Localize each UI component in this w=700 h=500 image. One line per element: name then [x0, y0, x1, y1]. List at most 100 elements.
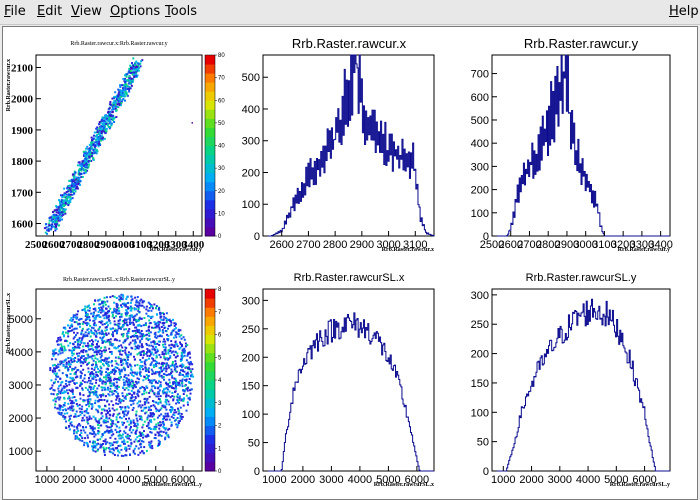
heatmap-cell-4	[113, 377, 116, 380]
menu-help-label: elp	[678, 4, 699, 19]
heatmap-cell-1	[86, 166, 89, 169]
heatmap-cell-1	[63, 199, 66, 202]
heatmap-cell-4	[155, 326, 158, 329]
root-canvas[interactable]: Rrb.Raster.rawcur.x:Rrb.Raster.rawcur.y 2…	[2, 26, 698, 500]
heatmap-cell-4	[65, 379, 68, 382]
heatmap-cell-4	[176, 393, 179, 396]
heatmap-cell-4	[119, 318, 122, 321]
heatmap-cell-4	[83, 410, 86, 413]
heatmap-cell-4	[73, 425, 76, 428]
heatmap-cell-1	[135, 72, 138, 75]
heatmap-cell-4	[155, 305, 158, 308]
heatmap-cell-4	[66, 367, 69, 370]
heatmap-cell-1	[66, 200, 69, 203]
heatmap-cell-1	[137, 63, 140, 66]
heatmap-cell-1	[97, 131, 100, 134]
heatmap-cell-4	[108, 409, 111, 412]
heatmap-cell-4	[172, 336, 175, 339]
y-tick-label-3-2: 200	[471, 185, 489, 197]
plot-frame-3	[491, 54, 671, 237]
heatmap-cell-4	[89, 424, 92, 427]
heatmap-cell-4	[158, 433, 161, 436]
heatmap-cell-4	[140, 317, 143, 320]
heatmap-cell-1	[80, 175, 83, 178]
heatmap-cell-4	[88, 340, 91, 343]
heatmap-cell-4	[151, 305, 154, 308]
heatmap-cell-4	[63, 401, 66, 404]
heatmap-cell-4	[101, 336, 104, 339]
heatmap-cell-4	[125, 347, 128, 350]
heatmap-cell-4	[127, 351, 130, 354]
colorbar-cell-1-13	[205, 109, 215, 119]
heatmap-cell-4	[147, 427, 150, 430]
heatmap-cell-4	[103, 351, 106, 354]
heatmap-cell-4	[128, 453, 131, 456]
heatmap-cell-4	[66, 374, 69, 377]
heatmap-cell-4	[141, 431, 144, 434]
heatmap-cell-4	[68, 383, 71, 386]
colorbar-cell-1-9	[205, 145, 215, 156]
heatmap-cell-4	[106, 357, 109, 360]
menu-edit[interactable]: Edit	[37, 4, 62, 19]
heatmap-cell-1	[96, 134, 99, 137]
heatmap-cell-4	[144, 322, 147, 325]
heatmap-cell-4	[151, 415, 154, 418]
heatmap-cell-4	[73, 336, 76, 339]
heatmap-cell-4	[99, 311, 102, 314]
heatmap-cell-4	[134, 432, 137, 435]
heatmap-cell-1	[58, 199, 61, 202]
colorbar-tick-label-4-7: 7	[218, 310, 222, 316]
y-tick-label-1-0: 1600	[11, 219, 34, 231]
heatmap-cell-1	[128, 87, 131, 90]
heatmap-cell-4	[139, 438, 142, 441]
heatmap-cell-4	[178, 401, 181, 404]
heatmap-cell-1	[134, 67, 137, 70]
heatmap-cell-4	[111, 368, 114, 371]
heatmap-cell-4	[119, 304, 122, 307]
y-tick-label-6-6: 300	[471, 290, 489, 302]
heatmap-cell-1	[109, 120, 112, 123]
heatmap-cell-4	[81, 410, 84, 413]
heatmap-cell-4	[67, 344, 70, 347]
heatmap-cell-4	[133, 335, 136, 338]
heatmap-cell-1	[62, 200, 65, 203]
heatmap-cell-4	[143, 389, 146, 392]
heatmap-cell-4	[97, 349, 100, 352]
heatmap-cell-1	[68, 179, 71, 182]
heatmap-cell-4	[174, 360, 177, 363]
heatmap-cell-4	[172, 417, 175, 420]
menu-view[interactable]: View	[71, 4, 102, 19]
heatmap-cell-4	[110, 360, 113, 363]
menu-file[interactable]: File	[4, 4, 26, 19]
heatmap-cell-4	[127, 444, 130, 447]
heatmap-cell-4	[181, 370, 184, 373]
heatmap-cell-4	[102, 394, 105, 397]
heatmap-cell-4	[163, 338, 166, 341]
heatmap-cell-4	[134, 380, 137, 383]
heatmap-cell-4	[106, 363, 109, 366]
heatmap-cell-1	[96, 126, 99, 129]
heatmap-cell-4	[117, 395, 120, 398]
menu-options[interactable]: Options	[110, 4, 160, 19]
heatmap-cell-4	[164, 352, 167, 355]
heatmap-cell-4	[175, 365, 178, 368]
heatmap-cell-4	[164, 343, 167, 346]
heatmap-cell-4	[113, 338, 116, 341]
menu-tools[interactable]: Tools	[165, 4, 197, 19]
heatmap-cell-4	[89, 324, 92, 327]
heatmap-cell-4	[175, 336, 178, 339]
y-tick-label-6-1: 50	[477, 437, 489, 449]
colorbar-cell-4-1	[205, 452, 215, 463]
heatmap-cell-4	[175, 423, 178, 426]
x-tick-label-1-7: 3200	[147, 239, 170, 251]
heatmap-cell-4	[151, 390, 154, 393]
heatmap-cell-1	[104, 118, 107, 121]
heatmap-cell-4	[87, 400, 90, 403]
heatmap-cell-4	[108, 394, 111, 397]
menu-help[interactable]: Help	[669, 4, 699, 19]
heatmap-cell-4	[154, 335, 157, 338]
plot-title-5: Rrb.Raster.rawcurSL.x	[294, 272, 405, 284]
heatmap-cell-1	[90, 159, 93, 162]
x-tick-label-1-4: 2900	[95, 239, 118, 251]
heatmap-cell-4	[126, 306, 129, 309]
